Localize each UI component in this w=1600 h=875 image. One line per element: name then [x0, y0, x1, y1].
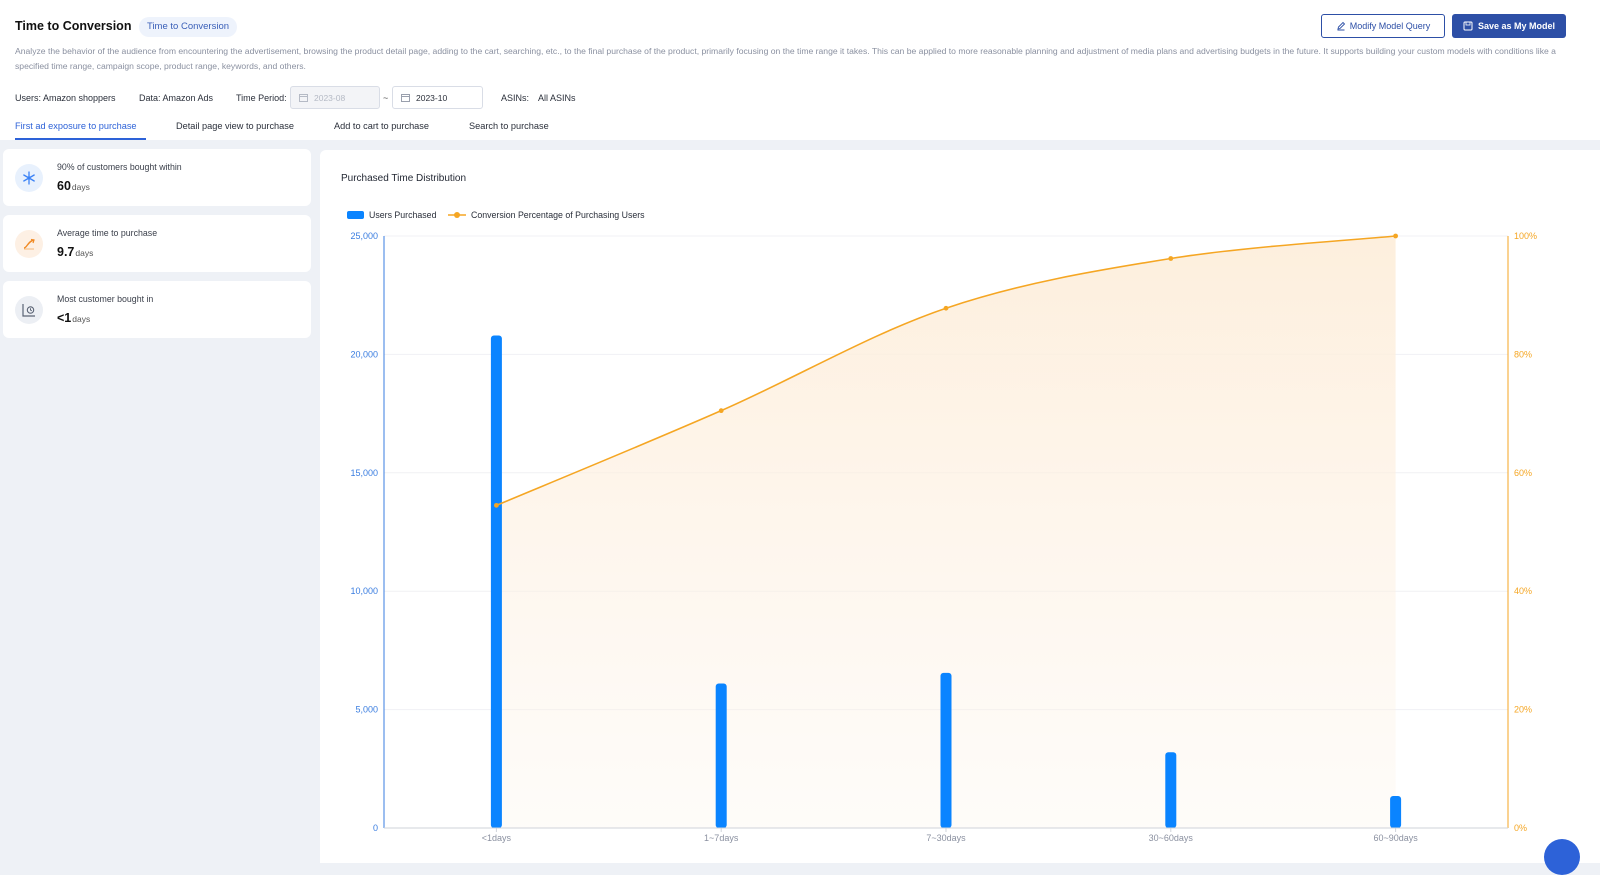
calendar-icon: [401, 94, 410, 102]
date-separator: ~: [383, 93, 389, 103]
asins-value: All ASINs: [538, 93, 576, 103]
stat-number: <1: [57, 311, 72, 325]
stat-label: Most customer bought in: [57, 294, 154, 304]
description: Analyze the behavior of the audience fro…: [15, 46, 1556, 71]
save-as-my-model-button[interactable]: Save as My Model: [1452, 14, 1566, 38]
end-date-value: 2023-10: [416, 92, 448, 103]
stat-number: 60: [57, 179, 71, 193]
stat-card-average-time: Average time to purchase 9.7days: [3, 215, 311, 272]
start-date-value: 2023-08: [314, 92, 346, 103]
legend-bar-swatch: [347, 211, 364, 219]
end-date-input[interactable]: 2023-10: [392, 86, 483, 109]
save-button-label: Save as My Model: [1477, 21, 1556, 31]
tab-first-ad-exposure[interactable]: First ad exposure to purchase: [15, 121, 137, 131]
users-filter: Users: Amazon shoppers: [15, 93, 116, 103]
save-icon: [1463, 21, 1473, 31]
legend-line-label: Conversion Percentage of Purchasing User…: [471, 210, 645, 220]
modify-button-label: Modify Model Query: [1349, 21, 1431, 31]
header-panel: Time to Conversion Time to Conversion Mo…: [0, 0, 1600, 140]
legend-line-swatch: [448, 212, 466, 218]
calendar-icon: [299, 94, 308, 102]
active-tab-indicator: [15, 138, 146, 140]
legend-bar-series[interactable]: Users Purchased: [347, 210, 436, 220]
stat-card-90-percent: 90% of customers bought within 60days: [3, 149, 311, 206]
legend-line-series[interactable]: Conversion Percentage of Purchasing User…: [448, 210, 645, 220]
stat-unit: days: [71, 182, 90, 192]
modify-model-query-button[interactable]: Modify Model Query: [1321, 14, 1445, 38]
help-fab-button[interactable]: [1544, 839, 1580, 875]
time-period-label: Time Period:: [236, 93, 287, 103]
asins-label: ASINs:: [501, 93, 530, 103]
stat-label: 90% of customers bought within: [57, 162, 182, 172]
tab-search[interactable]: Search to purchase: [469, 121, 549, 131]
data-filter: Data: Amazon Ads: [139, 93, 214, 103]
chart-clock-icon: [15, 296, 43, 324]
tab-add-to-cart[interactable]: Add to cart to purchase: [334, 121, 429, 131]
legend-bar-label: Users Purchased: [369, 210, 437, 220]
snowflake-icon: [15, 164, 43, 192]
chart-title: Purchased Time Distribution: [341, 173, 467, 184]
stat-unit: days: [75, 248, 94, 258]
trend-icon: [15, 230, 43, 258]
edit-icon: [1337, 21, 1345, 31]
start-date-input[interactable]: 2023-08: [290, 86, 380, 109]
page-title: Time to Conversion: [15, 19, 132, 33]
stat-card-most-customer: Most customer bought in <1days: [3, 281, 311, 338]
model-tag: Time to Conversion: [139, 17, 238, 37]
tab-detail-page-view[interactable]: Detail page view to purchase: [176, 121, 294, 131]
stat-unit: days: [72, 314, 91, 324]
stat-label: Average time to purchase: [57, 228, 158, 238]
stat-value: 9.7days: [57, 245, 93, 259]
stat-value: 60days: [57, 179, 90, 193]
stat-value: <1days: [57, 311, 90, 325]
chart-panel: [320, 150, 1600, 863]
stat-number: 9.7: [57, 245, 75, 259]
